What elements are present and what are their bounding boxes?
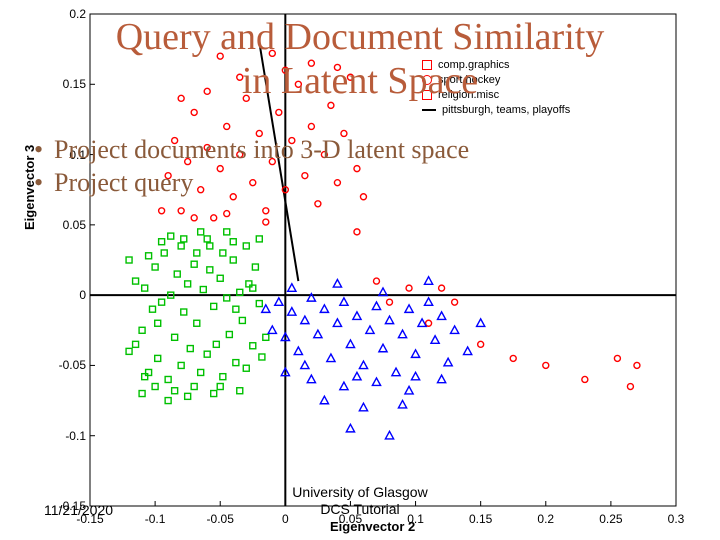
bullet-1: Project documents into 3-D latent space [54, 135, 469, 164]
footer-line-2: DCS Tutorial [320, 501, 399, 517]
slide-title: Query and Document Similarity in Latent … [0, 16, 720, 103]
bullet-2: Project query [54, 168, 193, 197]
title-line-2: in Latent Space [242, 60, 478, 102]
legend-item: pittsburgh, teams, playoffs [422, 103, 570, 118]
slide: -0.15-0.1-0.0500.050.10.150.2 -0.15-0.1-… [0, 0, 720, 540]
title-line-1: Query and Document Similarity [116, 16, 605, 58]
footer-center: University of Glasgow DCS Tutorial [0, 484, 720, 518]
slide-bullets: •Project documents into 3-D latent space… [34, 134, 469, 199]
footer-line-1: University of Glasgow [292, 484, 427, 500]
